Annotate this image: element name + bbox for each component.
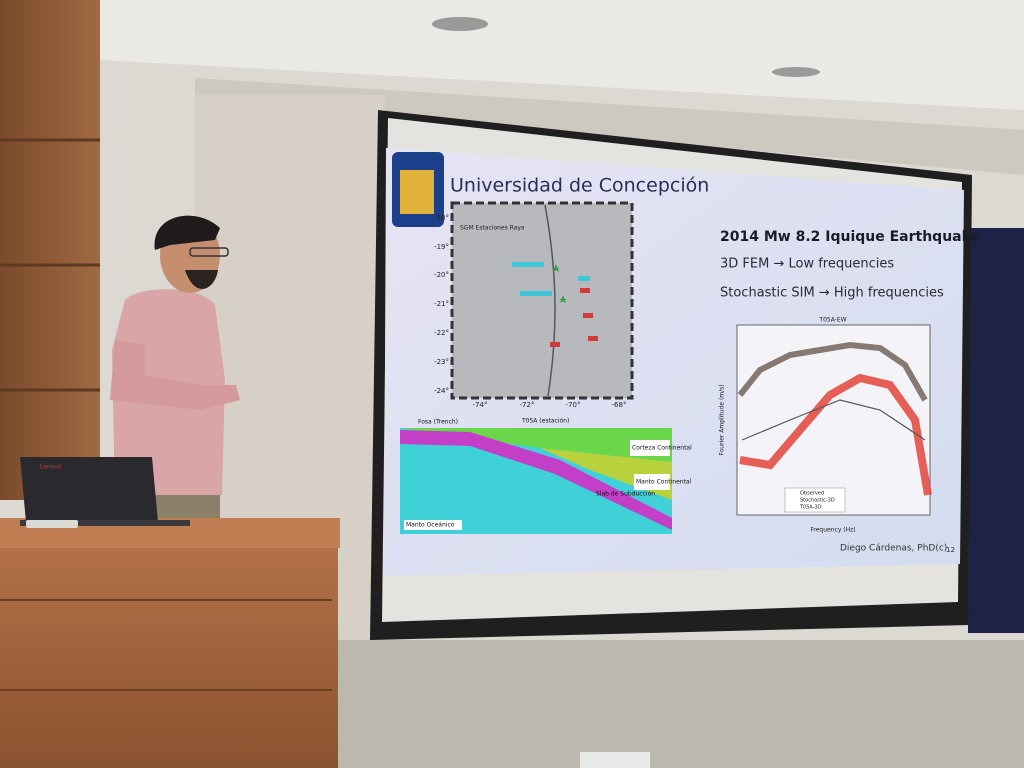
wood-panel [0,0,100,500]
slide-title: 2014 Mw 8.2 Iquique Earthquake [720,229,980,245]
lon-tick: -72° [520,401,535,409]
label-box [630,440,670,456]
slide-author: Diego Cárdenas, PhD(c) [840,544,947,554]
presenter-glasses [189,247,229,257]
plot-title: T05A-EW [818,317,846,324]
legend-entry: Observed [800,491,824,497]
slide-line: Stochastic SIM → High frequencies [720,286,944,301]
epicenter-star [559,295,567,303]
presenter-arm [110,340,240,410]
station-marker [588,336,598,341]
laptop-lid [20,457,158,522]
map [450,201,634,400]
station-marker [550,342,560,347]
section-label: Corteza Continental [632,445,692,452]
laptop-brand: Lenovo [40,464,62,471]
label-box [404,520,462,530]
carpet [330,640,1024,768]
section-label: T05A (estación) [521,418,569,425]
epicenter-star [552,264,560,272]
ceiling [100,0,1024,110]
station-marker [583,313,593,318]
laptop-base [20,520,190,526]
lat-tick: -18° [434,214,449,222]
floor-outlet [580,752,650,768]
slide-number: 12 [946,546,955,554]
slab-layer [400,430,672,530]
section-label: Manto Oceánico [406,522,455,529]
screen-housing [195,78,1024,175]
plot-area [736,324,931,516]
legend-entry: T05A-3D [799,505,822,511]
section-label: Slab de Subducción [596,491,655,498]
presenter-hair [154,215,220,250]
presenter-beard [185,270,218,289]
logo-emblem [400,170,434,214]
section-label: Manto Continental [636,479,692,486]
ceiling-light [772,67,820,77]
banner [968,228,1024,633]
fem-curve [741,399,926,441]
plot-legend [784,487,846,513]
section-label: Fosa (Trench) [418,419,458,426]
slide-line: 3D FEM → Low frequencies [720,257,894,272]
station-marker [578,276,590,281]
lon-tick: -74° [473,401,488,409]
coastline [544,204,556,397]
label-box [634,474,670,490]
lon-tick: -70° [566,401,581,409]
ceiling-light [432,17,488,31]
station-marker [580,288,590,293]
logo-text: Universidad de Concepción [450,175,709,197]
lat-tick: -24° [434,387,449,395]
lon-tick: -68° [612,401,627,409]
stochastic-curve [739,373,932,496]
lat-tick: -22° [434,329,449,337]
station-marker [520,291,552,296]
plot-x-label: Frequency (Hz) [810,527,855,534]
legend-entry: Stochastic-3D [800,498,835,504]
lat-tick: -19° [434,243,449,251]
observed-curve [737,341,928,402]
remote [26,520,78,528]
lat-tick: -21° [434,300,449,308]
map-legend: SGM Estaciones Raya [460,225,525,232]
station-marker [512,262,544,267]
lat-tick: -23° [434,358,449,366]
plot-y-label: Fourier Amplitude (m/s) [719,384,726,455]
lat-tick: -20° [434,271,449,279]
podium [0,518,338,768]
